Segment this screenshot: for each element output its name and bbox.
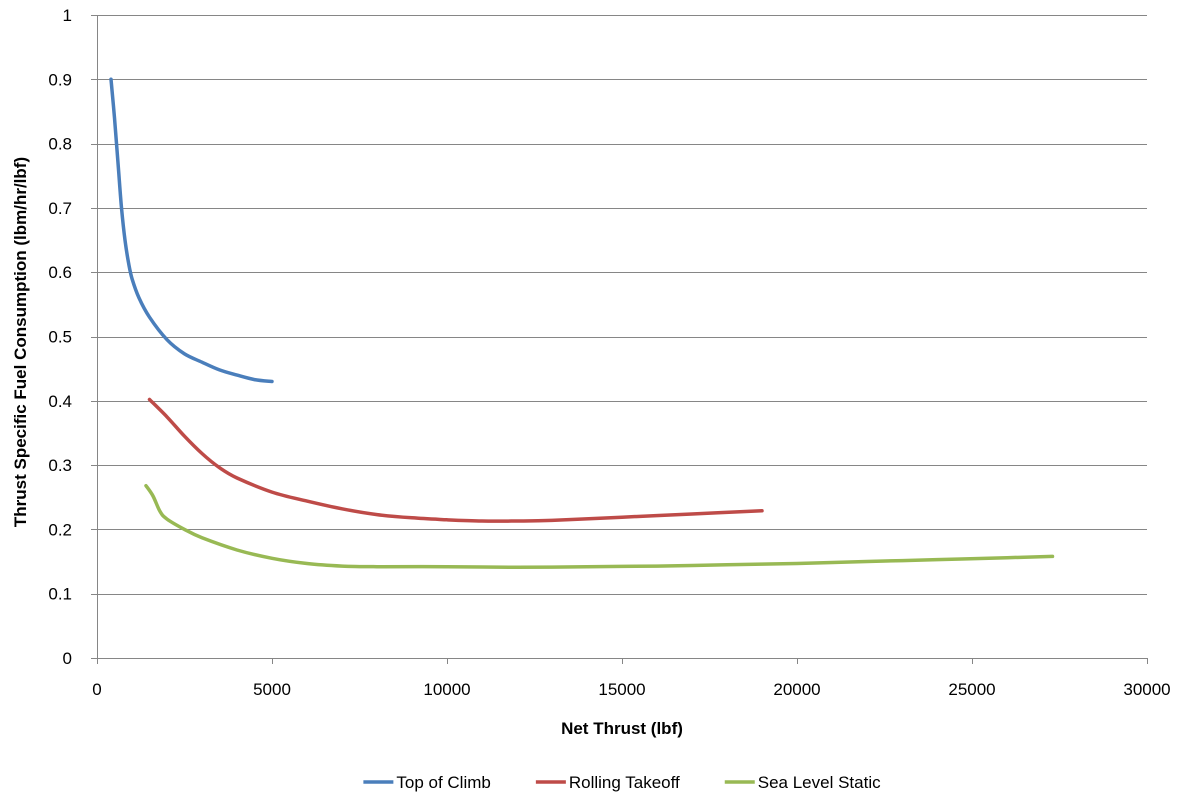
y-tick-label: 0 [63, 649, 72, 668]
legend-entry-rolling-takeoff: Rolling Takeoff [535, 773, 680, 792]
y-tick-label: 0.3 [48, 456, 72, 475]
y-tick-label: 0.7 [48, 199, 72, 218]
x-tick-label: 30000 [1123, 680, 1170, 699]
x-tick-label: 20000 [773, 680, 820, 699]
gridlines [97, 15, 1147, 595]
y-axis-title: Thrust Specific Fuel Consumption (lbm/hr… [11, 157, 30, 527]
x-tick-label: 25000 [948, 680, 995, 699]
x-tick-label: 5000 [253, 680, 291, 699]
series-line-top-of-climb [109, 77, 274, 384]
y-tick-label: 0.8 [48, 135, 72, 154]
y-tick-label: 0.1 [48, 585, 72, 604]
y-tick-label: 0.9 [48, 70, 72, 89]
legend-label: Sea Level Static [758, 773, 881, 792]
series-lines [109, 77, 1055, 570]
x-tick-label: 10000 [423, 680, 470, 699]
y-tick-label: 0.4 [48, 392, 72, 411]
x-tick-label: 15000 [598, 680, 645, 699]
series-line-sea-level-static [144, 483, 1055, 570]
x-tick-label: 0 [92, 680, 101, 699]
y-tick-label: 0.2 [48, 520, 72, 539]
y-tick-label: 0.6 [48, 263, 72, 282]
y-tick-label: 0.5 [48, 328, 72, 347]
legend-entry-top-of-climb: Top of Climb [363, 773, 491, 792]
legend-entry-sea-level-static: Sea Level Static [724, 773, 881, 792]
axes [91, 15, 1148, 664]
y-tick-label: 1 [63, 6, 72, 25]
legend-label: Top of Climb [396, 773, 490, 792]
x-axis-title: Net Thrust (lbf) [561, 719, 683, 738]
legend-label: Rolling Takeoff [569, 773, 680, 792]
series-line-rolling-takeoff [147, 397, 764, 523]
legend: Top of Climb Rolling Takeoff Sea Level Sta… [363, 773, 881, 792]
tick-labels: 0 0.1 0.2 0.3 0.4 0.5 0.6 0.7 0.8 0.9 1 0 5000 10000 1… [48, 6, 1170, 699]
